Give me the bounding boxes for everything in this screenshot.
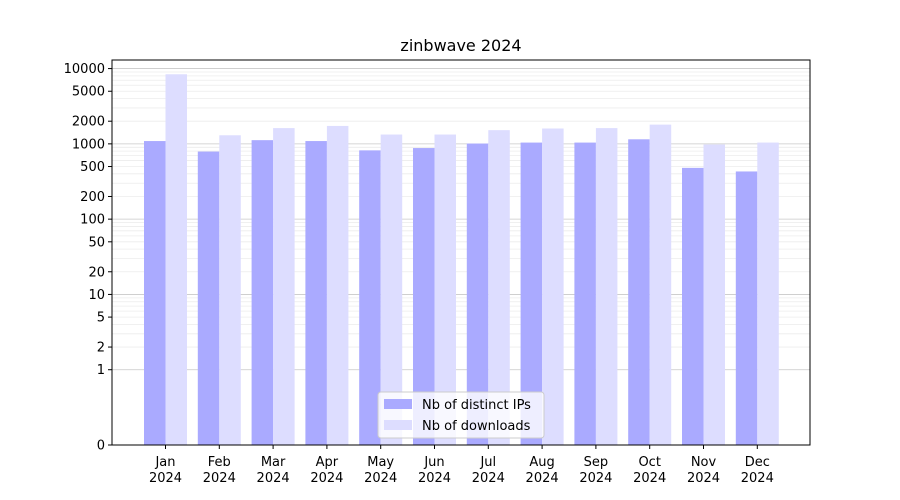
- y-tick-label: 10: [88, 288, 105, 303]
- y-axis-ticks: 0 1 2 5 10 20 50 100 200 500 1000 2000 5000 10000: [64, 62, 112, 454]
- x-tick-label: Sep 2024: [579, 455, 612, 486]
- y-tick-label: 10000: [64, 62, 105, 77]
- x-tick-label: Dec 2024: [741, 455, 774, 486]
- legend-swatch: [384, 399, 412, 409]
- bar-downloads-2: [219, 135, 241, 445]
- legend-label: Nb of downloads: [422, 419, 531, 434]
- bar-downloads-10: [649, 124, 672, 445]
- bar-downloads-8: [542, 128, 564, 445]
- bar-downloads-4: [326, 125, 349, 445]
- bar-distinct-ips-7: [466, 143, 489, 446]
- legend-box: [377, 391, 545, 439]
- bar-downloads-3: [273, 128, 295, 446]
- y-tick-label: 2000: [72, 115, 105, 130]
- x-tick-label: Aug 2024: [526, 455, 559, 486]
- legend-label: Nb of distinct IPs: [422, 398, 531, 413]
- plot-frame: [111, 59, 811, 446]
- legend: Nb of distinct IPs Nb of downloads: [377, 391, 545, 439]
- x-tick-label: Feb 2024: [203, 455, 236, 486]
- bar-distinct-ips-1: [144, 141, 166, 445]
- x-axis-ticks: Jan 2024 Feb 2024 Mar 2024 Apr 2024 May 2024 Jun 20…: [149, 445, 774, 486]
- y-tick-label: 100: [80, 213, 105, 228]
- bar-distinct-ips-4: [305, 141, 327, 445]
- bar-distinct-ips-2: [197, 151, 220, 446]
- axes: [111, 59, 811, 446]
- x-tick-label: Nov 2024: [687, 455, 720, 486]
- y-tick-label: 1: [97, 363, 105, 378]
- bar-downloads-1: [165, 74, 187, 445]
- bar-downloads-12: [757, 142, 779, 445]
- legend-swatch: [384, 420, 412, 430]
- bar-downloads-11: [703, 144, 725, 445]
- y-tick-label: 5000: [72, 85, 105, 100]
- x-tick-label: Jul 2024: [472, 455, 505, 486]
- bar-distinct-ips-10: [628, 139, 650, 446]
- chart-title: zinbwave 2024: [400, 36, 521, 55]
- x-tick-label: Apr 2024: [310, 455, 343, 486]
- bar-downloads-7: [488, 130, 510, 445]
- y-tick-label: 1000: [72, 137, 105, 152]
- y-tick-label: 500: [80, 160, 105, 175]
- x-tick-label: Mar 2024: [257, 455, 290, 486]
- y-tick-label: 50: [88, 235, 105, 250]
- y-tick-label: 2: [97, 341, 105, 356]
- bar-distinct-ips-9: [574, 142, 596, 445]
- bar-distinct-ips-8: [520, 142, 543, 445]
- x-tick-label: Oct 2024: [633, 455, 666, 486]
- bar-distinct-ips-5: [359, 150, 381, 445]
- bar-downloads-9: [595, 128, 618, 446]
- y-tick-label: 0: [97, 439, 105, 454]
- x-tick-label: Jan 2024: [149, 455, 182, 486]
- y-tick-label: 20: [88, 265, 105, 280]
- bar-distinct-ips-11: [682, 167, 704, 445]
- x-tick-label: Jun 2024: [418, 455, 451, 486]
- bar-distinct-ips-3: [251, 140, 274, 446]
- bar-distinct-ips-6: [413, 148, 435, 445]
- bar-distinct-ips-12: [735, 171, 758, 446]
- y-tick-label: 200: [80, 190, 105, 205]
- bar-downloads-5: [380, 134, 403, 445]
- x-tick-label: May 2024: [364, 455, 397, 486]
- bars: [144, 74, 779, 446]
- bar-downloads-6: [434, 134, 456, 445]
- y-tick-label: 5: [97, 311, 105, 326]
